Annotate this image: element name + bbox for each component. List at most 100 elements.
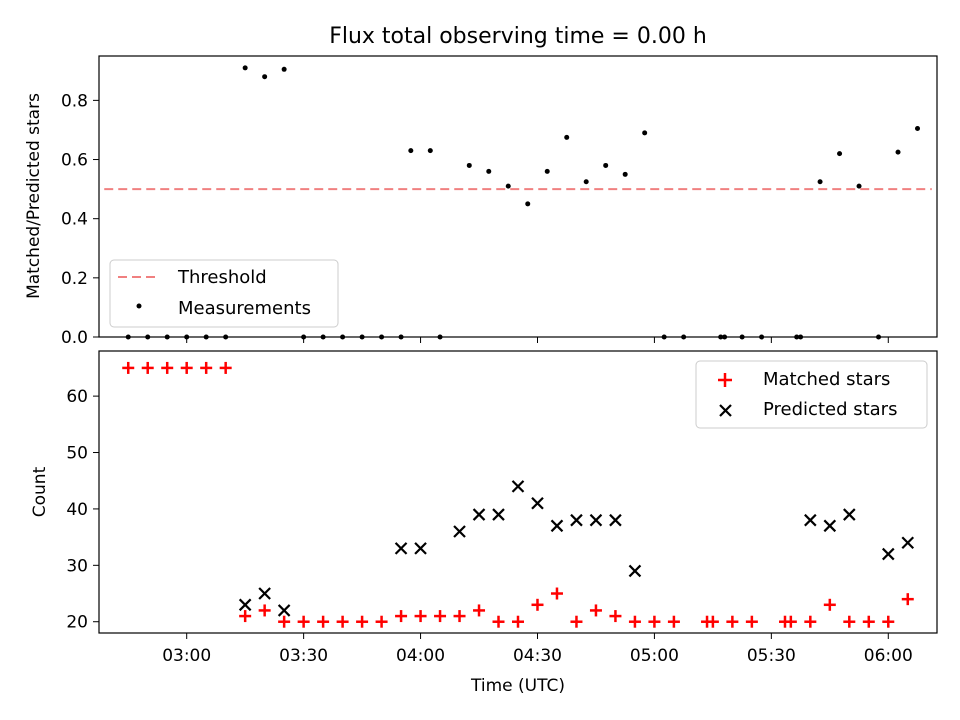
predicted-star-point bbox=[414, 542, 427, 555]
measurement-point bbox=[622, 171, 628, 177]
measurement-point bbox=[145, 334, 151, 340]
matched-star-point bbox=[726, 615, 739, 628]
predicted-star-point bbox=[277, 604, 291, 617]
top-panel: 0.00.20.40.60.8 Matched/Predicted stars … bbox=[24, 55, 938, 348]
predicted-star-point bbox=[472, 508, 486, 521]
measurement-point bbox=[262, 74, 268, 80]
measurement-point bbox=[876, 334, 882, 340]
matched-star-point bbox=[278, 615, 291, 628]
predicted-star-point bbox=[823, 519, 837, 533]
measurement-point bbox=[125, 334, 131, 340]
matched-star-point bbox=[356, 615, 369, 628]
measurement-point bbox=[164, 334, 170, 340]
threshold-legend-label: Threshold bbox=[177, 267, 267, 288]
x-tick-label: 05:00 bbox=[630, 646, 679, 666]
bottom-panel: 20 30 40 50 60 03:00 03:30 04:00 04:30 05:00 05:3… bbox=[30, 350, 938, 696]
measurements-legend-label: Measurements bbox=[178, 298, 311, 319]
measurement-point bbox=[681, 334, 687, 340]
bottom-y-tick-label: 50 bbox=[66, 444, 88, 464]
matched-star-point bbox=[219, 361, 232, 374]
x-tick-label: 04:00 bbox=[396, 646, 445, 666]
measurement-point bbox=[895, 149, 901, 155]
predicted-stars-legend-label: Predicted stars bbox=[763, 399, 897, 420]
measurement-point bbox=[794, 334, 800, 340]
x-tick-label: 03:30 bbox=[279, 646, 328, 666]
predicted-star-point bbox=[804, 513, 817, 527]
bottom-legend-box bbox=[695, 360, 928, 429]
chart-title: Flux total observing time = 0.00 h bbox=[329, 24, 707, 49]
matched-star-point bbox=[414, 610, 427, 623]
matched-star-point bbox=[882, 615, 895, 628]
matched-star-point bbox=[122, 361, 135, 374]
bottom-y-tick-label: 20 bbox=[66, 613, 88, 633]
measurement-point bbox=[817, 179, 823, 185]
measurement-point bbox=[759, 334, 765, 340]
measurement-point bbox=[184, 334, 190, 340]
measurement-point bbox=[722, 334, 728, 340]
matched-star-point bbox=[239, 610, 252, 623]
top-y-axis-label: Matched/Predicted stars bbox=[24, 93, 44, 299]
matched-star-point bbox=[161, 361, 174, 374]
predicted-stars-legend-marker bbox=[719, 404, 732, 417]
matched-star-point bbox=[706, 615, 719, 628]
bottom-y-tick-label: 60 bbox=[66, 387, 88, 407]
matched-star-point bbox=[628, 615, 641, 628]
matched-star-point bbox=[901, 593, 914, 606]
matched-star-point bbox=[745, 615, 758, 628]
measurement-point bbox=[320, 334, 326, 340]
matched-star-point bbox=[492, 615, 505, 628]
matched-star-point bbox=[804, 615, 817, 628]
matched-star-point bbox=[550, 587, 563, 600]
matched-star-point bbox=[589, 604, 602, 617]
measurement-point bbox=[915, 125, 921, 131]
top-y-tick-label: 0.8 bbox=[61, 91, 88, 111]
measurement-point bbox=[281, 66, 287, 72]
top-legend: Threshold Measurements bbox=[109, 259, 339, 328]
measurement-point bbox=[408, 148, 414, 154]
measurement-point bbox=[223, 334, 229, 340]
predicted-star-point bbox=[531, 497, 544, 510]
predicted-star-point bbox=[238, 598, 252, 612]
top-y-tick-label: 0.2 bbox=[61, 269, 88, 289]
measurement-point bbox=[837, 151, 843, 157]
measurement-point bbox=[203, 334, 209, 340]
bottom-legend: Matched stars Predicted stars bbox=[695, 360, 928, 429]
matched-star-point bbox=[434, 610, 447, 623]
matched-star-point bbox=[258, 604, 271, 617]
matched-star-point bbox=[823, 598, 836, 611]
predicted-star-point bbox=[843, 508, 856, 521]
matched-star-point bbox=[512, 615, 524, 628]
bottom-y-tick-label: 30 bbox=[66, 556, 88, 576]
matched-star-point bbox=[453, 610, 466, 623]
matched-star-point bbox=[843, 615, 856, 628]
measurement-point bbox=[583, 179, 589, 185]
measurement-point bbox=[427, 148, 433, 154]
matched-star-point bbox=[297, 615, 310, 628]
measurement-point bbox=[856, 183, 862, 189]
measurement-point bbox=[437, 334, 443, 340]
predicted-star-point bbox=[394, 542, 408, 555]
predicted-star-point bbox=[511, 480, 525, 493]
matched-star-point bbox=[609, 610, 622, 623]
measurement-point bbox=[398, 334, 404, 340]
predicted-star-point bbox=[492, 508, 505, 521]
measurement-point bbox=[718, 334, 724, 340]
top-y-tick-label: 0.4 bbox=[61, 210, 88, 230]
matched-stars-legend-marker bbox=[718, 373, 732, 387]
x-tick-label: 05:30 bbox=[747, 646, 796, 666]
matched-star-point bbox=[667, 615, 680, 628]
matched-stars-legend-label: Matched stars bbox=[763, 369, 890, 390]
measurement-point bbox=[544, 168, 550, 174]
measurement-point bbox=[301, 334, 307, 340]
matched-star-point bbox=[570, 615, 583, 628]
x-tick-label: 03:00 bbox=[162, 646, 211, 666]
top-y-tick-label: 0.0 bbox=[61, 328, 88, 348]
measurement-point bbox=[505, 183, 511, 189]
predicted-star-point bbox=[258, 587, 271, 600]
matched-star-point bbox=[336, 615, 349, 628]
predicted-star-point bbox=[901, 536, 915, 550]
x-axis-label: Time (UTC) bbox=[470, 676, 565, 696]
predicted-star-point bbox=[589, 513, 603, 527]
matched-star-point bbox=[531, 598, 544, 611]
